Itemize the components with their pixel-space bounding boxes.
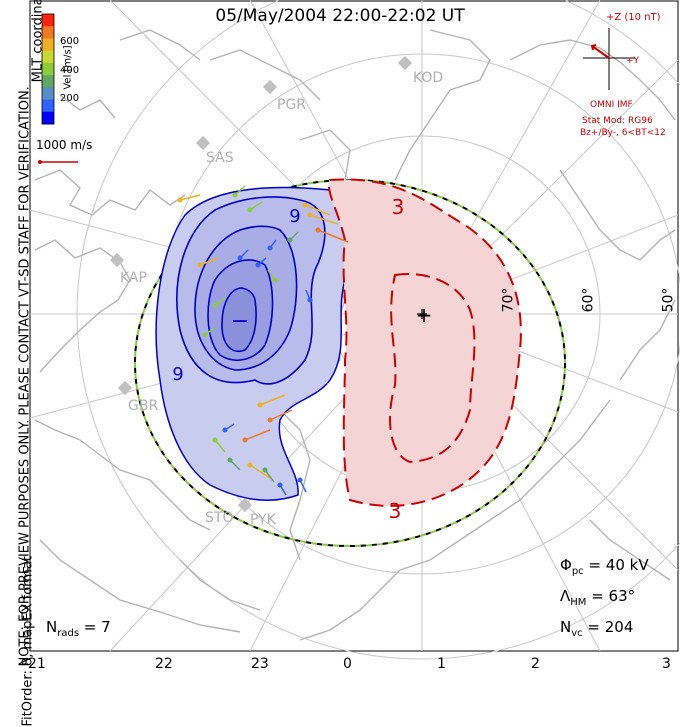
svg-text:−: −: [231, 309, 249, 334]
station-kod: KOD: [413, 70, 444, 86]
colorbar-segment: [42, 111, 54, 125]
radar-count: Nrads = 7: [46, 618, 111, 639]
colorbar-tick-200: 200: [60, 93, 80, 104]
reference-vector: [38, 160, 78, 164]
colorbar-segment: [42, 38, 54, 52]
colorbar-segment: [42, 62, 54, 76]
coordinate-system-label: MLT coordinates: [30, 0, 46, 83]
imf-scale-label: +Z (10 nT): [606, 12, 661, 23]
station-gbr: GBR: [128, 398, 159, 414]
colorbar-tick-400: 400: [60, 65, 80, 76]
mlt-label-22: 22: [155, 656, 173, 672]
negative-cell: [155, 186, 363, 501]
phi-value: = 40 kV: [583, 556, 649, 574]
imf-stat-model: Stat Mod: RG96: [582, 116, 653, 126]
nrads-symbol: N: [46, 618, 58, 636]
imf-y-axis-label: +Y: [626, 56, 640, 66]
velocity-vectors: [177, 185, 349, 496]
cross-polar-potential: Φpc = 40 kV: [560, 556, 649, 577]
colorbar-segment: [42, 75, 54, 88]
imf-clock-dial: [583, 28, 635, 90]
latitude-label-70: 70°: [500, 287, 517, 313]
lambda-subscript: HM: [570, 597, 587, 608]
latitude-label-50: 50°: [660, 287, 677, 313]
colorbar-border: [41, 13, 55, 125]
station-kap: KAP: [120, 270, 147, 286]
nvc-symbol: N: [560, 618, 572, 636]
nrads-value: = 7: [79, 618, 111, 636]
contour-labels: − 9 9 + 3 3: [172, 195, 432, 523]
colorbar-segment: [42, 87, 54, 101]
nvc-value: = 204: [582, 618, 634, 636]
lambda-symbol: Λ: [560, 587, 571, 605]
phi-symbol: Φ: [560, 556, 572, 574]
colorbar-tick-600: 600: [60, 36, 80, 47]
convection-map: − 9 9 + 3 3: [29, 0, 680, 660]
pole-cross: [417, 309, 427, 319]
hm-boundary-latitude: ΛHM = 63°: [560, 587, 635, 608]
station-sto: STO: [205, 510, 234, 526]
svg-text:9: 9: [172, 364, 183, 385]
nrads-subscript: rads: [57, 628, 80, 639]
svg-text:3: 3: [392, 195, 405, 219]
velocity-colorbar: [41, 13, 55, 125]
mlt-label-23: 23: [251, 656, 269, 672]
mlt-label-0: 0: [343, 656, 352, 672]
reference-vector-label: 1000 m/s: [36, 138, 93, 152]
colorbar-segment: [42, 99, 54, 113]
vector-count: Nvc = 204: [560, 618, 633, 639]
svg-text:3: 3: [389, 499, 402, 523]
colorbar-segment: [42, 26, 54, 39]
plot-frame: [29, 0, 679, 652]
positive-cell: [327, 178, 522, 507]
colorbar-segment: [42, 14, 54, 27]
latitude-label-60: 60°: [580, 287, 597, 313]
station-pgr: PGR: [277, 97, 307, 113]
mlt-label-1: 1: [437, 656, 446, 672]
station-markers: [109, 55, 413, 513]
lambda-value: = 63°: [586, 587, 636, 605]
mlt-label-21: 21: [28, 656, 46, 672]
svg-text:9: 9: [289, 206, 300, 227]
map-title: 05/May/2004 22:00-22:02 UT: [215, 6, 465, 26]
mlt-label-3: 3: [662, 656, 671, 672]
imf-condition: Bz+/By-, 6<BT<12: [580, 128, 666, 138]
colorbar-segment: [42, 50, 54, 64]
nvc-subscript: vc: [571, 628, 583, 639]
phi-subscript: pc: [571, 566, 584, 577]
mlt-label-2: 2: [531, 656, 540, 672]
station-sas: SAS: [206, 150, 234, 166]
station-pyk: PYK: [250, 512, 276, 528]
imf-source: OMNI IMF: [590, 100, 633, 110]
svg-text:+: +: [416, 303, 433, 327]
